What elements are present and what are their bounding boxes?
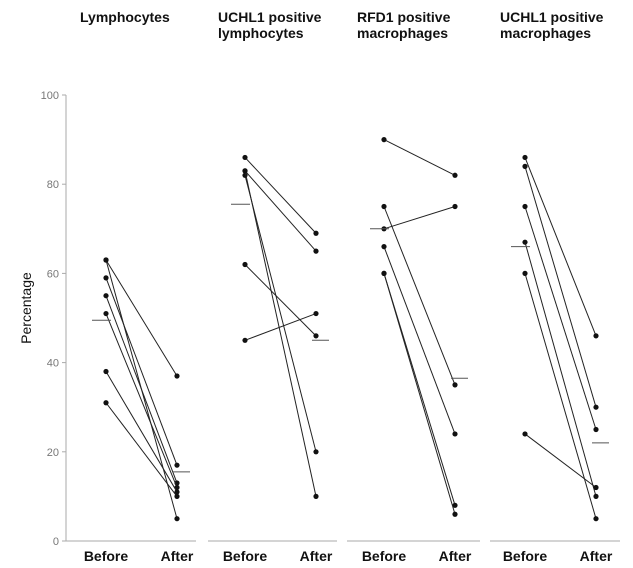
before-point [522,203,528,210]
before-point [103,275,109,281]
before-point [381,270,387,276]
after-point [593,333,599,339]
after-point [593,484,599,491]
before-point [522,431,528,437]
after-point [313,333,319,339]
x-label-before: Before [362,548,407,564]
after-point [174,516,180,522]
after-point [174,462,180,468]
subject-line [244,157,317,234]
after-point [452,382,458,388]
subject-line [105,371,178,493]
y-tick-label: 80 [47,179,59,191]
x-label-before: Before [503,548,548,564]
x-label-after: After [580,548,613,564]
panel-title-1: Lymphocytes [80,9,170,25]
subject-line [383,273,456,515]
before-point [522,163,528,169]
y-tick-label: 40 [47,358,59,370]
before-point [242,337,248,343]
subject-line [244,170,317,497]
after-point [452,172,458,178]
x-label-before: Before [84,548,129,564]
before-point [103,368,109,375]
subject-line [524,206,597,430]
subject-line [383,206,456,386]
panel-title-3: RFD1 positive macrophages [357,9,451,41]
before-point [522,239,528,245]
x-label-after: After [439,548,472,564]
subject-line [524,273,597,519]
after-point [452,203,458,210]
subject-line [383,206,456,230]
after-point [313,230,319,236]
subject-line [105,402,178,497]
subject-line [524,242,597,497]
before-point [381,244,387,250]
after-point [174,489,180,495]
subject-line [105,277,178,466]
before-point [522,270,528,276]
subject-line [244,313,317,341]
subject-line [244,170,317,252]
subject-line [105,313,178,488]
after-point [313,449,319,455]
subject-line [524,157,597,337]
after-point [452,502,458,508]
subject-line [524,433,597,488]
after-point [593,493,599,499]
before-point [103,310,109,317]
before-point [242,261,248,268]
after-point [593,516,599,522]
y-tick-label: 0 [53,536,59,548]
x-label-after: After [161,548,194,564]
subject-line [244,175,317,452]
after-point [452,511,458,517]
before-point [103,293,109,299]
panel-title-2: UCHL1 positive lymphocytes [218,9,322,41]
before-point [103,400,109,406]
subject-line [383,246,456,435]
subject-line [105,259,178,519]
after-point [313,248,319,254]
before-point [242,168,248,174]
y-tick-label: 20 [47,447,59,459]
y-tick-label: 60 [47,268,59,280]
before-point [242,154,248,161]
x-label-before: Before [223,548,268,564]
x-label-after: After [300,548,333,564]
before-point [103,257,109,263]
subject-line [244,264,317,337]
before-point [381,137,387,143]
after-point [313,493,319,499]
after-point [174,373,180,379]
after-point [593,404,599,410]
subject-line [383,139,456,176]
subject-line [524,166,597,408]
after-point [313,310,319,317]
panel-title-4: UCHL1 positive macrophages [500,9,604,41]
before-point [381,203,387,210]
before-point [522,154,528,161]
y-tick-label: 100 [41,90,59,102]
after-point [174,493,180,499]
after-point [593,426,599,433]
after-point [452,431,458,437]
subject-line [105,259,178,377]
